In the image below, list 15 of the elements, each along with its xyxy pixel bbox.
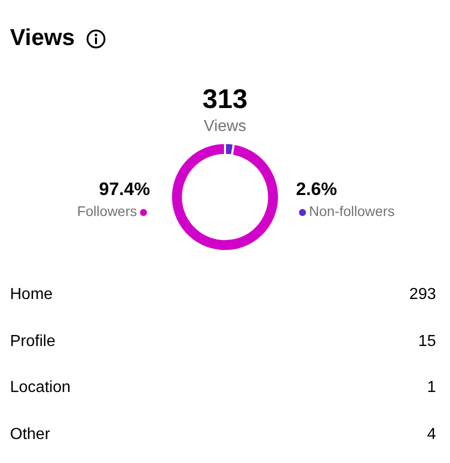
data-label: 2.6% [296, 179, 338, 200]
category-label: Profile [10, 332, 56, 350]
category-label: Other [10, 426, 50, 444]
slice-label: Followers [77, 203, 137, 219]
data-label: 15 [418, 332, 436, 350]
category-label: Home [10, 286, 53, 304]
legend-label: Non-followers [309, 203, 395, 219]
data-label: 97.4% [98, 179, 150, 200]
data-label: 1 [427, 379, 436, 397]
chart-title: Views [10, 24, 75, 51]
data-label: 293 [409, 286, 436, 304]
text: 313 [201, 84, 249, 115]
category-label: Location [10, 379, 70, 397]
text: Views [202, 118, 248, 136]
data-label: 4 [427, 426, 436, 444]
